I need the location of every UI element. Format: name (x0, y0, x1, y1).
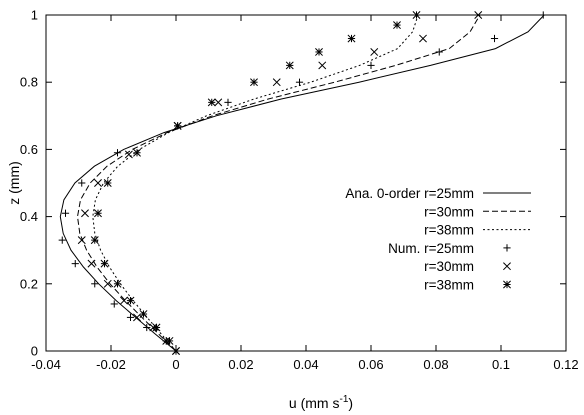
data-point-star (126, 296, 135, 305)
data-point-cross (124, 150, 133, 159)
x-tick-label: 0.06 (358, 357, 383, 372)
data-point-cross (419, 34, 427, 43)
data-point-cross (103, 279, 112, 288)
series-line-solid (59, 14, 545, 352)
data-point-plus (367, 61, 375, 69)
y-axis-label: z (mm) (6, 161, 22, 205)
data-point-plus (143, 323, 151, 332)
data-point-cross (214, 98, 223, 107)
data-point-plus (91, 280, 99, 288)
data-point-star (315, 48, 323, 56)
data-point-cross (81, 209, 89, 218)
data-point-star (347, 34, 356, 43)
data-point-plus (58, 236, 66, 244)
data-point-star (393, 21, 401, 30)
data-point-cross (133, 313, 141, 322)
data-point-star (152, 323, 161, 332)
data-point-star (173, 121, 182, 130)
data-point-star (412, 11, 421, 19)
y-tick-label: 1 (31, 8, 38, 23)
x-tick-label: 0.08 (423, 357, 448, 372)
x-axis-label-superscript: -1 (339, 394, 348, 405)
data-point-star (172, 347, 180, 355)
legend-label: r=30mm (424, 259, 474, 274)
y-tick-label: 0.2 (20, 276, 38, 291)
data-point-plus (126, 313, 135, 321)
legend-label: Num. r=25mm (388, 241, 474, 256)
series-line-dashed (76, 14, 481, 352)
data-point-plus (110, 300, 118, 308)
y-tick-label: 0.4 (20, 209, 38, 224)
x-tick-label: 0 (172, 357, 179, 372)
x-tick-label: 0.12 (553, 357, 578, 372)
data-point-plus (435, 48, 443, 56)
data-point-star (90, 236, 99, 245)
data-point-star (165, 336, 174, 345)
data-point-cross (370, 48, 379, 56)
data-point-plus (295, 78, 304, 86)
data-point-plus (61, 209, 70, 217)
data-point-star (103, 179, 112, 187)
x-tick-label: -0.02 (96, 357, 126, 372)
legend-label: Ana. 0-order r=25mm (345, 186, 474, 201)
data-point-cross (94, 179, 102, 187)
x-tick-label: -0.04 (31, 357, 61, 372)
series-line-dotted (92, 14, 419, 352)
x-axis-label-text: u (mm s (289, 395, 340, 411)
legend-marker-sample (503, 262, 511, 271)
data-point-star (133, 148, 141, 157)
axes: -0.04 -0.02 0 0.02 0.04 0.06 0.08 0.1 0.12 0 0.2 0.… (20, 8, 579, 373)
x-tick-label: 0.02 (228, 357, 253, 372)
data-point-star (100, 259, 109, 268)
data-point-plus (78, 179, 86, 187)
data-point-star (250, 78, 258, 87)
x-tick-label: 0.1 (492, 357, 510, 372)
x-axis-label-close: ) (348, 395, 353, 411)
data-point-cross (87, 259, 96, 268)
data-point-star (113, 279, 122, 288)
legend-label: r=30mm (424, 204, 474, 219)
x-axis-label: u (mm s-1) (289, 394, 353, 411)
plot-area (58, 11, 547, 355)
data-point-star (207, 98, 216, 107)
data-point-cross (77, 236, 86, 245)
y-tick-label: 0 (31, 344, 38, 359)
y-tick-label: 0.6 (20, 142, 38, 157)
data-point-star (139, 310, 148, 318)
data-point-plus (539, 11, 547, 19)
legend-marker-sample (503, 280, 511, 289)
data-point-plus (71, 260, 79, 268)
data-point-star (94, 209, 102, 218)
legend-label: r=38mm (424, 223, 474, 238)
data-point-cross (120, 296, 128, 305)
legend-label: r=38mm (424, 278, 474, 293)
data-point-plus (490, 34, 499, 43)
x-tick-label: 0.04 (293, 357, 318, 372)
legend-marker-sample (503, 244, 511, 252)
data-point-star (285, 61, 294, 70)
data-point-plus (224, 98, 232, 106)
data-point-cross (272, 78, 281, 87)
data-point-plus (113, 149, 122, 157)
data-point-cross (474, 11, 483, 19)
legend: Ana. 0-order r=25mm r=30mm r=38mm Num. r=25… (345, 186, 531, 293)
data-point-cross (318, 61, 327, 70)
y-tick-label: 0.8 (20, 75, 38, 90)
